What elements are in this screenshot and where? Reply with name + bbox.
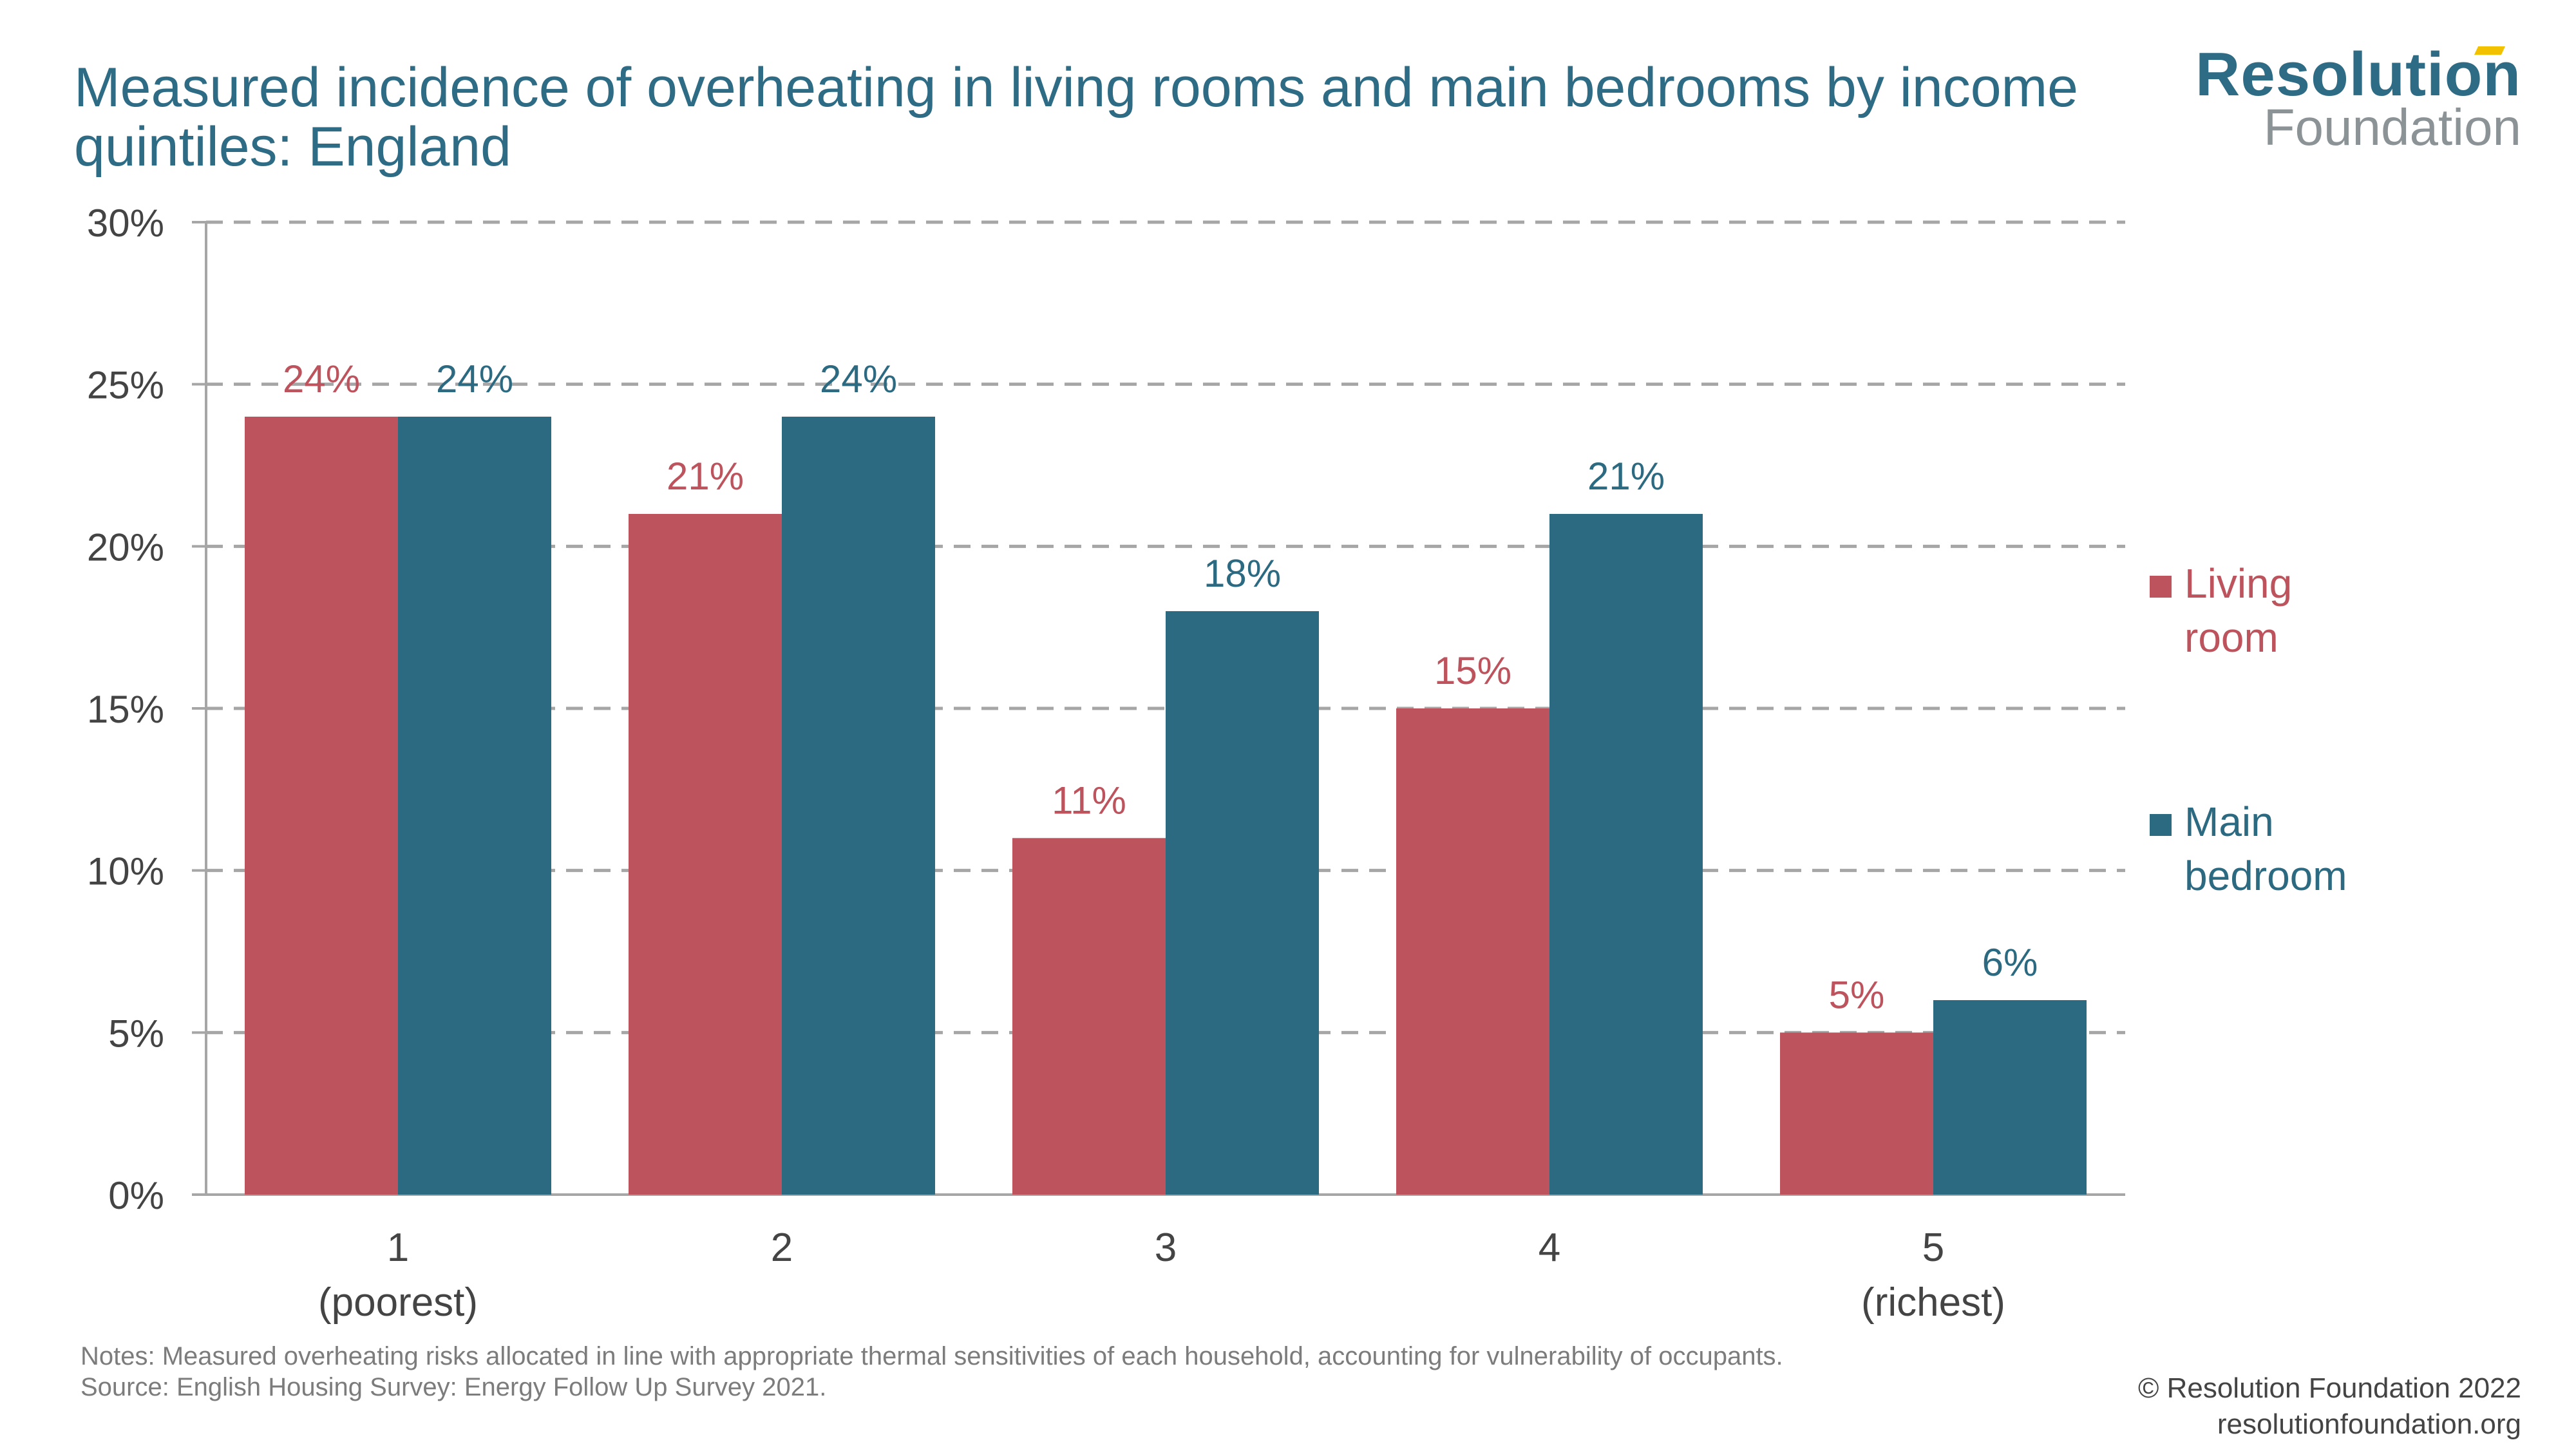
data-label: 24%	[820, 357, 897, 401]
bar-main-bedroom	[782, 417, 935, 1195]
x-tick-label: (richest)	[1861, 1280, 2005, 1325]
y-tick-label: 25%	[87, 364, 164, 407]
data-label: 11%	[1052, 779, 1126, 822]
x-tick-label: 1	[387, 1226, 409, 1270]
data-label: 21%	[1587, 455, 1665, 498]
bar-living-room	[245, 417, 398, 1195]
bar-main-bedroom	[398, 417, 551, 1195]
notes-text: Notes: Measured overheating risks alloca…	[80, 1342, 1783, 1370]
bar-main-bedroom	[1933, 1000, 2087, 1195]
x-tick-label: 5	[1922, 1226, 1944, 1270]
x-tick-label: 4	[1539, 1226, 1560, 1270]
data-label: 24%	[283, 357, 360, 401]
logo-wordmark: Resolution	[2195, 40, 2521, 109]
chart-title: Measured incidence of overheating in liv…	[74, 57, 2078, 178]
y-tick-label: 15%	[87, 688, 164, 731]
resolution-foundation-logo: Resolution Foundation	[2195, 43, 2521, 153]
bar-living-room	[1780, 1032, 1933, 1195]
data-label: 15%	[1434, 649, 1511, 692]
website-text: resolutionfoundation.org	[2217, 1408, 2521, 1440]
legend-label: room	[2184, 614, 2278, 661]
data-label: 18%	[1204, 552, 1281, 595]
y-tick-label: 30%	[87, 202, 164, 245]
x-tick-label: 3	[1155, 1226, 1177, 1270]
legend-label: Main	[2184, 799, 2274, 845]
bar-main-bedroom	[1166, 611, 1319, 1195]
x-tick-label: 2	[771, 1226, 793, 1270]
bar-living-room	[1396, 708, 1549, 1195]
data-label: 24%	[436, 357, 513, 401]
bar-living-room	[629, 514, 782, 1195]
copyright-text: © Resolution Foundation 2022	[2137, 1372, 2521, 1404]
bar-living-room	[1012, 838, 1166, 1195]
bar-main-bedroom	[1549, 514, 1703, 1195]
x-tick-label: (poorest)	[318, 1280, 478, 1325]
legend-label: bedroom	[2184, 853, 2347, 899]
data-label: 5%	[1829, 973, 1885, 1016]
y-tick-label: 5%	[108, 1012, 164, 1055]
y-tick-label: 10%	[87, 850, 164, 893]
logo-subtitle: Foundation	[2263, 99, 2521, 156]
legend-swatch	[2150, 814, 2172, 836]
source-text: Source: English Housing Survey: Energy F…	[80, 1373, 827, 1401]
data-label: 21%	[667, 455, 744, 498]
y-tick-label: 0%	[108, 1174, 164, 1217]
y-tick-label: 20%	[87, 526, 164, 569]
legend-label: Living	[2184, 560, 2292, 607]
credit: © Resolution Foundation 2022 resolutionf…	[2138, 1370, 2521, 1443]
chart-notes: Notes: Measured overheating risks alloca…	[80, 1341, 1783, 1403]
data-label: 6%	[1982, 941, 2038, 984]
legend-swatch	[2150, 576, 2172, 598]
